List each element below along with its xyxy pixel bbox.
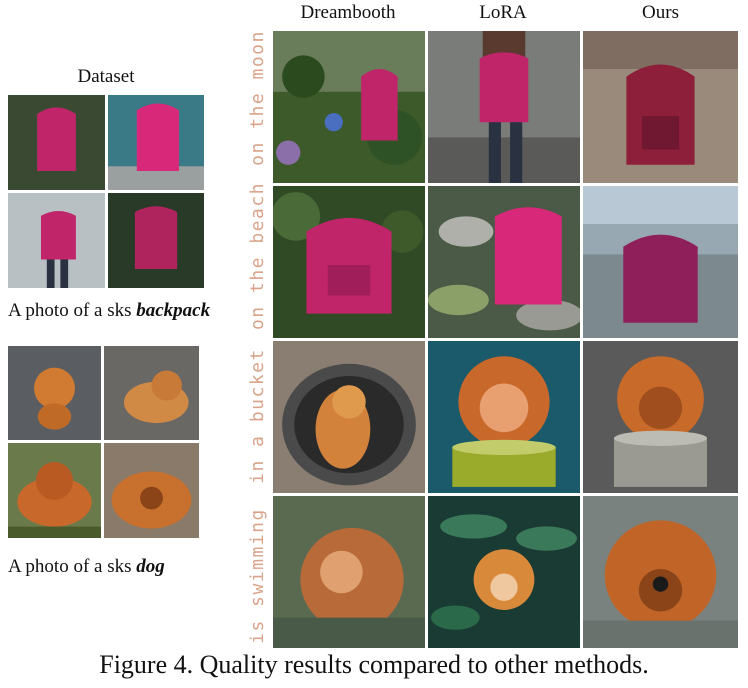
- dataset-title: Dataset: [77, 66, 135, 87]
- dataset-backpack-image-3: [8, 193, 105, 288]
- dataset-dog-caption-prefix: A photo of a sks: [8, 556, 137, 577]
- dataset-dog-caption: A photo of a sks dog: [8, 556, 165, 578]
- result-image-dreambooth-swimming: [273, 496, 425, 648]
- row-label-swimming: is swimming: [247, 508, 268, 644]
- row-label-bucket: in a bucket: [247, 348, 268, 484]
- result-image-ours-moon: [583, 31, 738, 183]
- column-header-dreambooth: Dreambooth: [300, 2, 396, 23]
- result-image-lora-moon: [428, 31, 580, 183]
- result-image-lora-beach: [428, 186, 580, 338]
- result-image-lora-bucket: [428, 341, 580, 493]
- result-image-dreambooth-beach: [273, 186, 425, 338]
- figure-caption: Figure 4. Quality results compared to ot…: [99, 650, 649, 679]
- result-image-dreambooth-bucket: [273, 341, 425, 493]
- result-image-dreambooth-moon: [273, 31, 425, 183]
- result-image-ours-bucket: [583, 341, 738, 493]
- result-image-ours-beach: [583, 186, 738, 338]
- dataset-dog-image-1: [8, 346, 101, 440]
- result-image-lora-swimming: [428, 496, 580, 648]
- result-image-ours-swimming: [583, 496, 738, 648]
- dataset-backpack-caption-prefix: A photo of a sks: [8, 300, 137, 321]
- column-header-lora: LoRA: [479, 2, 527, 23]
- dataset-dog-image-3: [8, 443, 101, 538]
- dataset-backpack-image-2: [108, 95, 204, 190]
- dataset-dog-caption-subject: dog: [136, 556, 165, 577]
- dataset-backpack-caption: A photo of a sks backpack: [8, 300, 210, 322]
- row-label-moon: on the moon: [247, 30, 268, 166]
- dataset-dog-image-4: [104, 443, 199, 538]
- dataset-dog-image-2: [104, 346, 199, 440]
- dataset-backpack-image-1: [8, 95, 105, 190]
- dataset-backpack-image-4: [108, 193, 204, 288]
- dataset-backpack-caption-subject: backpack: [136, 300, 211, 321]
- column-header-ours: Ours: [642, 2, 679, 23]
- row-label-beach: on the beach: [247, 181, 268, 331]
